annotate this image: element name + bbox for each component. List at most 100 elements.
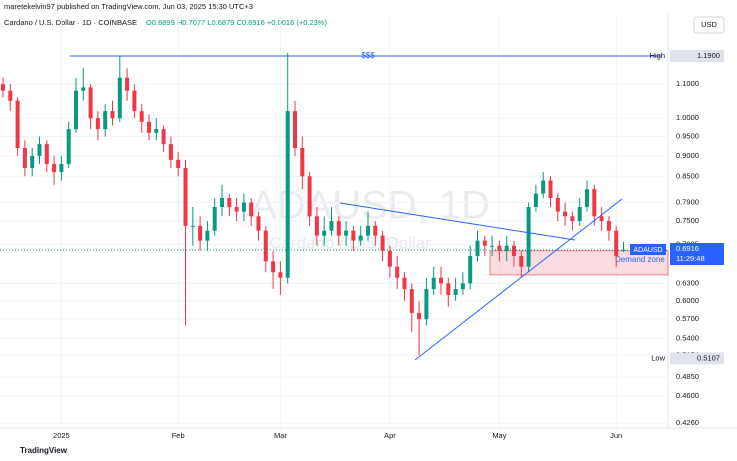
candle-body [519,256,524,267]
candle-body [227,197,232,208]
candle-body [358,235,363,241]
candle-body [453,289,458,295]
candle-body [621,250,626,252]
candle-body [81,87,86,91]
candle-body [249,202,254,217]
candle-body [278,272,283,278]
candle-body [533,193,538,208]
candle-body [570,216,575,222]
candle-body [66,129,71,164]
candle-body [599,216,604,222]
candle-body [606,221,611,231]
candle-body [95,118,100,130]
footer: TradingView [20,446,68,455]
resistance-label: $$$ [361,51,375,60]
candle-body [15,100,20,149]
candle-body [183,167,188,226]
high_marker-box [670,50,724,63]
candle-body [555,197,560,212]
candle-body [614,230,619,257]
candle-body [234,207,239,212]
candle-body [460,283,465,290]
candle-body [446,283,451,295]
candle-body [212,207,217,231]
candle-body [402,277,407,290]
y-tick-label: 0.4850 [676,372,699,381]
candle-body [74,90,78,130]
y-tick-label: 0.4260 [676,418,699,427]
candle-body [395,266,400,278]
chart-title: Cardano / U.S. Dollar · 1D · COINBASE [4,18,137,27]
candle-body [168,144,173,160]
candle-body [271,261,276,273]
candle-body [154,129,159,133]
candle-body [592,189,597,217]
trend-line-desc [339,202,576,241]
y-tick-label: 0.6300 [676,278,699,287]
publisher: maretekelvin97 published on TradingView.… [4,2,253,11]
candle-body [125,77,130,91]
y-tick-label: 0.6000 [676,296,699,305]
candle-body [563,211,568,217]
x-tick-label: Apr [384,431,396,440]
y-tick-label: 1.1000 [676,79,699,88]
x-tick-label: 2025 [53,431,70,440]
candle-body [439,277,443,284]
low_marker-name: Low [651,353,665,362]
y-tick-label: 0.7900 [676,197,699,206]
candle-body [1,84,5,91]
candle-body [241,202,246,212]
candle-body [59,163,64,173]
candle-body [512,245,516,257]
candle-body [205,230,210,241]
candle-body [373,225,378,236]
candle-body [88,87,93,119]
last-price-countdown: 11:29:48 [676,254,705,263]
candle-body [52,163,57,173]
x-tick-label: Feb [172,431,185,440]
candle-body [147,121,151,133]
candle-body [490,245,495,247]
candle-body [380,235,385,251]
candle-body [417,312,422,320]
y-tick-label: 0.8500 [676,171,699,180]
candle-body [409,289,414,313]
candle-body [322,230,327,236]
candle-body [387,250,392,267]
y-tick-label: 0.5700 [676,314,699,323]
y-tick-label: 0.9000 [676,151,699,160]
last-price-name-box [630,244,666,256]
y-tick-label: 1.0000 [676,113,699,122]
demand-zone-label: Demand zone [615,255,665,264]
trend-line-asc [414,198,623,361]
x-tick-label: Mar [274,431,287,440]
candle-body [110,111,115,119]
candle-body [293,111,297,149]
candle-body [44,144,49,164]
candle-body [132,90,137,112]
candle-body [468,256,473,284]
x-tick-label: May [492,431,506,440]
watermark-sub: Cardano / U.S. Dollar [269,233,431,252]
y-tick-label: 0.4600 [676,391,699,400]
candle-body [424,289,429,320]
candle-body [103,111,108,130]
candle-body [263,230,268,262]
candle-body [336,221,341,236]
x-tick-label: Jun [610,431,622,440]
candle-body [314,216,319,236]
candle-body [577,207,582,222]
candle-body [307,176,312,217]
candle-body [256,216,261,231]
candle-body [190,225,195,227]
candle-body [431,277,436,290]
candle-body [366,225,370,236]
last-price-label: 0.6916 [676,244,699,253]
candle-body [475,240,480,257]
candle-body [504,245,509,251]
high_marker-name: High [650,51,665,60]
candle-body [285,111,290,278]
candle-body [139,111,144,122]
candle-body [548,180,553,198]
ohlc: O0.6899 H0.7077 L0.6879 C0.6916 +0.0016 … [146,18,327,27]
